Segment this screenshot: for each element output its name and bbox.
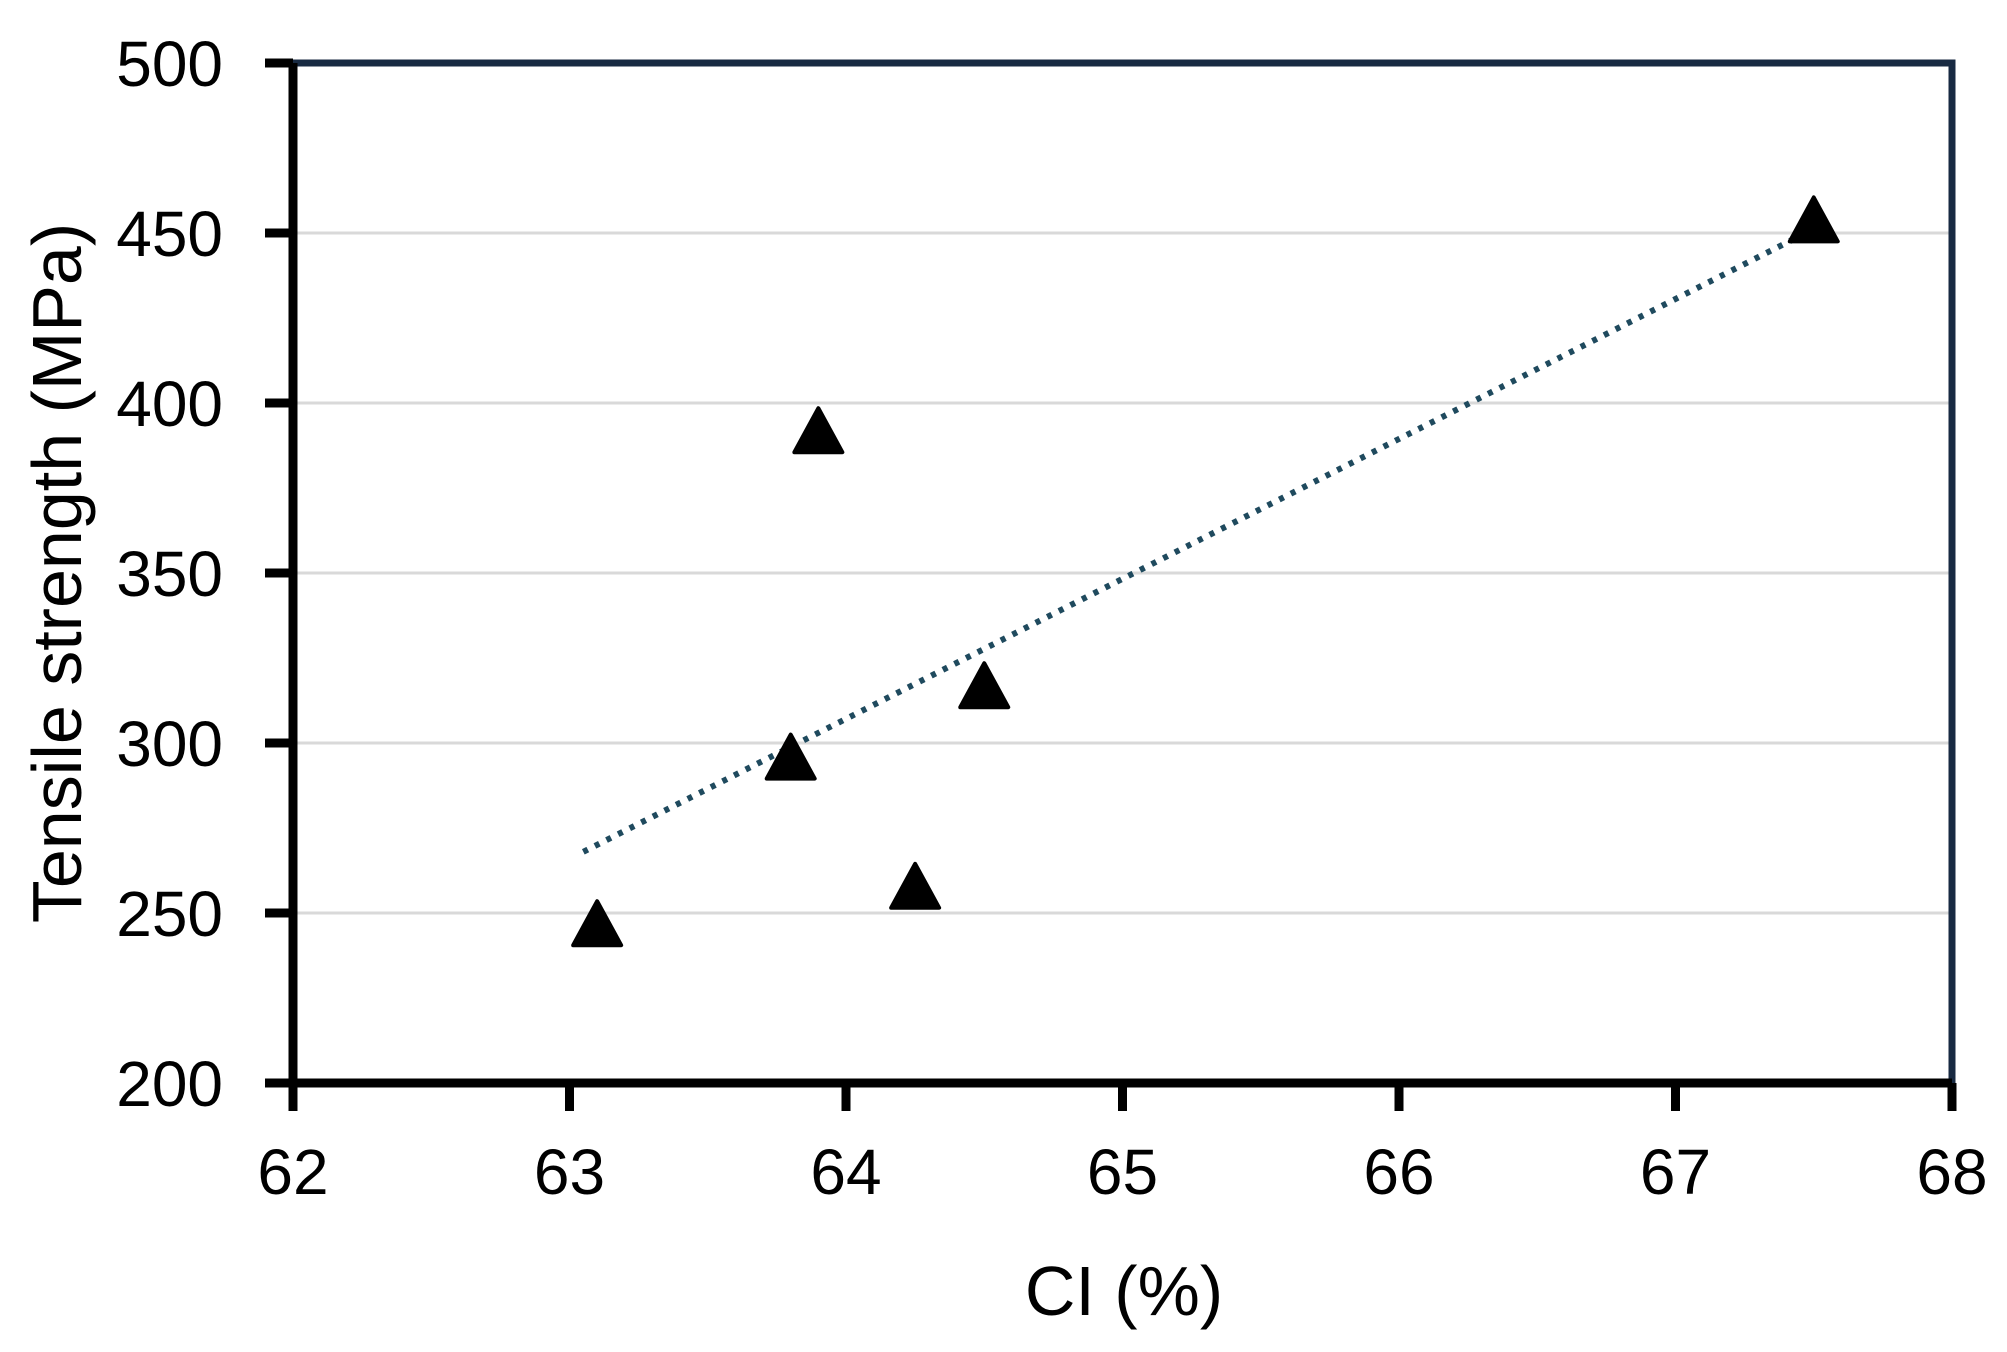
- trendline: [581, 223, 1821, 855]
- y-tick-label: 500: [116, 28, 223, 100]
- y-tick-label: 350: [116, 538, 223, 610]
- x-axis-title: CI (%): [1024, 1252, 1224, 1330]
- y-tick-label: 400: [116, 368, 223, 440]
- data-point-marker: [571, 899, 624, 948]
- y-axis-title: Tensile strength (MPa): [18, 222, 96, 924]
- x-tick-label: 64: [810, 1136, 881, 1208]
- data-point-marker: [1787, 195, 1840, 244]
- data-point-marker: [958, 661, 1011, 710]
- y-tick-label: 450: [116, 198, 223, 270]
- y-tick-label: 250: [116, 878, 223, 950]
- x-tick-label: 67: [1640, 1136, 1711, 1208]
- data-point-marker: [889, 861, 942, 910]
- x-tick-label: 63: [534, 1136, 605, 1208]
- y-tick-label: 300: [116, 708, 223, 780]
- x-tick-label: 68: [1916, 1136, 1987, 1208]
- x-tick-label: 65: [1087, 1136, 1158, 1208]
- x-tick-label: 62: [257, 1136, 328, 1208]
- data-point-marker: [764, 732, 817, 781]
- y-tick-label: 200: [116, 1048, 223, 1120]
- data-point-marker: [792, 406, 845, 455]
- x-tick-label: 66: [1363, 1136, 1434, 1208]
